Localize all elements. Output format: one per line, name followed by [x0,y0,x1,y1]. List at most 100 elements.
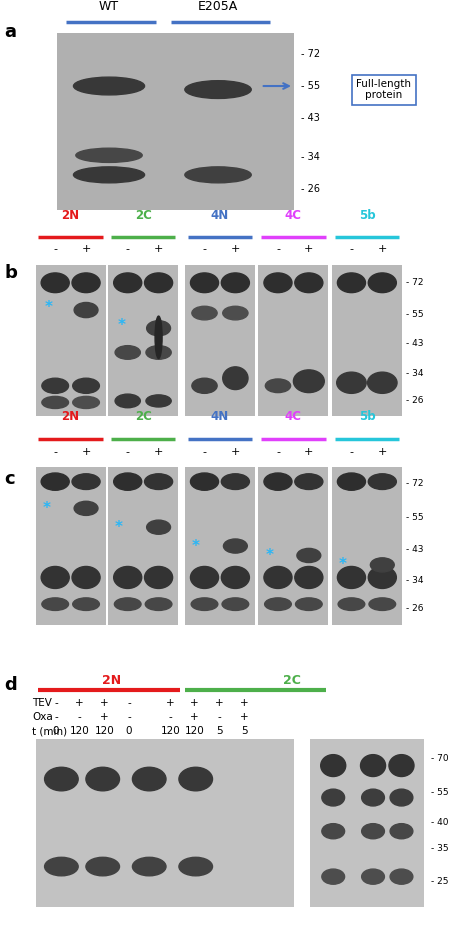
Text: *: * [339,557,347,572]
Ellipse shape [179,768,212,791]
Text: d: d [5,676,18,694]
Ellipse shape [86,857,119,876]
Ellipse shape [179,857,212,876]
Ellipse shape [73,396,100,409]
Ellipse shape [115,395,140,408]
Ellipse shape [390,789,413,806]
Text: *: * [45,300,53,315]
Text: -: - [54,698,58,708]
Ellipse shape [322,789,345,806]
Ellipse shape [146,520,171,534]
Ellipse shape [145,474,173,490]
Ellipse shape [337,567,365,588]
Ellipse shape [362,824,384,839]
Ellipse shape [132,857,166,876]
Text: 5b: 5b [358,410,375,424]
Ellipse shape [73,378,100,394]
Ellipse shape [369,597,396,611]
Text: +: + [240,712,249,722]
Ellipse shape [368,273,396,293]
Text: -: - [53,244,57,254]
Text: - 55: - 55 [406,513,424,523]
Text: +: + [378,244,387,254]
Ellipse shape [223,539,247,554]
Ellipse shape [264,273,292,293]
Ellipse shape [338,597,365,611]
Ellipse shape [42,378,69,394]
Ellipse shape [41,473,69,490]
Text: +: + [190,698,199,708]
Text: -: - [218,712,221,722]
Ellipse shape [223,307,248,320]
Ellipse shape [221,567,249,588]
Text: a: a [5,23,17,41]
Text: *: * [192,539,200,554]
Text: - 43: - 43 [406,338,424,348]
Text: -: - [349,447,354,457]
Ellipse shape [390,824,413,839]
Text: - 70: - 70 [431,755,449,763]
Ellipse shape [41,273,69,293]
Ellipse shape [265,379,291,393]
Ellipse shape [72,273,100,293]
Text: -: - [126,244,130,254]
Text: 2N: 2N [62,410,80,424]
Ellipse shape [264,567,292,588]
Ellipse shape [264,597,292,611]
Text: - 34: - 34 [406,369,424,378]
Ellipse shape [146,395,171,407]
Text: +: + [100,698,109,708]
Text: - 25: - 25 [431,877,448,886]
Text: -: - [127,698,131,708]
Ellipse shape [191,567,219,588]
Text: - 72: - 72 [406,479,424,488]
Text: - 26: - 26 [406,396,424,406]
Text: - 72: - 72 [301,49,320,59]
Ellipse shape [145,567,173,588]
Ellipse shape [362,789,384,806]
Ellipse shape [321,755,346,776]
Text: +: + [82,447,91,457]
Text: 2C: 2C [135,209,152,223]
Text: - 34: - 34 [301,152,320,162]
Text: 120: 120 [184,726,204,736]
Text: 4C: 4C [285,209,302,223]
Text: -: - [78,712,82,722]
Ellipse shape [185,80,251,98]
Text: 2N: 2N [62,209,80,223]
Text: 120: 120 [161,726,181,736]
Text: -: - [54,712,58,722]
Ellipse shape [295,597,322,611]
Ellipse shape [45,768,78,791]
Ellipse shape [72,474,100,490]
Ellipse shape [222,597,249,611]
Ellipse shape [72,567,100,588]
Ellipse shape [389,755,414,776]
Text: - 43: - 43 [406,545,424,554]
Ellipse shape [223,367,248,390]
Ellipse shape [192,307,217,320]
Text: -: - [53,447,57,457]
Text: 120: 120 [94,726,114,736]
Ellipse shape [145,597,172,611]
Ellipse shape [42,597,69,611]
Text: +: + [154,447,163,457]
Ellipse shape [322,824,345,839]
Text: E205A: E205A [198,0,238,13]
Text: -: - [202,447,207,457]
Text: 0: 0 [53,726,59,736]
Text: 2C: 2C [283,674,301,687]
Text: - 55: - 55 [406,310,424,319]
Ellipse shape [115,346,140,359]
Text: +: + [231,447,240,457]
Ellipse shape [76,148,142,163]
Text: 2N: 2N [102,674,121,687]
Ellipse shape [293,370,324,393]
Text: -: - [202,244,207,254]
Text: -: - [169,712,173,722]
Ellipse shape [221,474,249,490]
Text: - 55: - 55 [301,81,320,91]
Ellipse shape [73,77,145,95]
Text: 5: 5 [216,726,223,736]
Text: -: - [127,712,131,722]
